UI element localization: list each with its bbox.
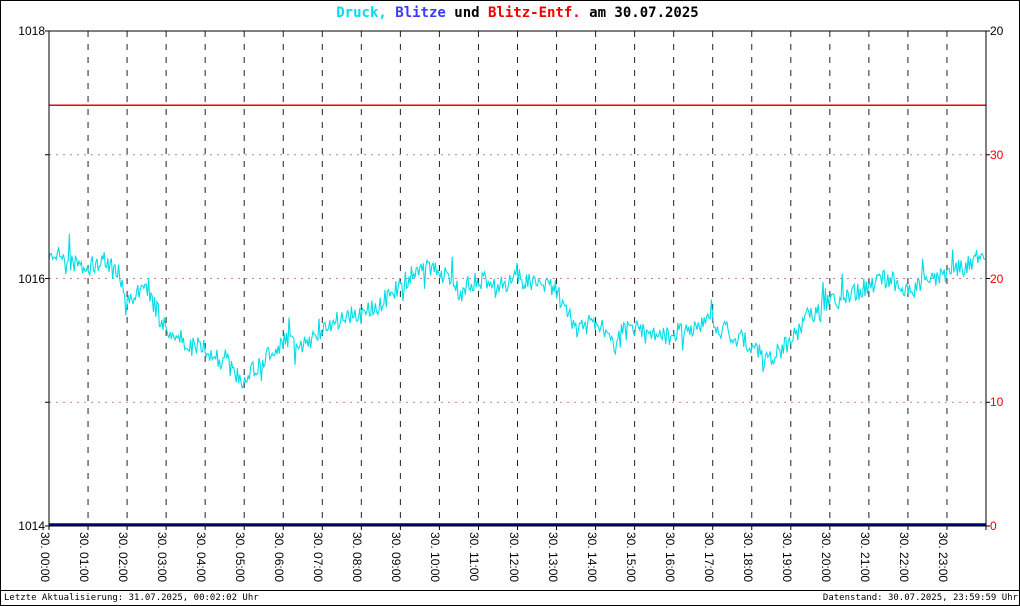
last-update-text: Letzte Aktualisierung: 31.07.2025, 00:02… [4, 593, 259, 603]
data-state-text: Datenstand: 30.07.2025, 23:59:59 Uhr [822, 593, 1018, 603]
status-bar: Letzte Aktualisierung: 31.07.2025, 00:02… [1, 590, 1019, 605]
druck-series-line [48, 233, 986, 390]
title-segment: am 30.07.2025 [580, 5, 699, 21]
title-segment: Blitze [395, 5, 446, 21]
chart-title: Druck, Blitze und Blitz-Entf. am 30.07.2… [49, 5, 986, 21]
title-segment: Druck, [336, 5, 387, 21]
title-segment: und [445, 5, 488, 21]
title-segment: Blitz-Entf. [488, 5, 581, 21]
